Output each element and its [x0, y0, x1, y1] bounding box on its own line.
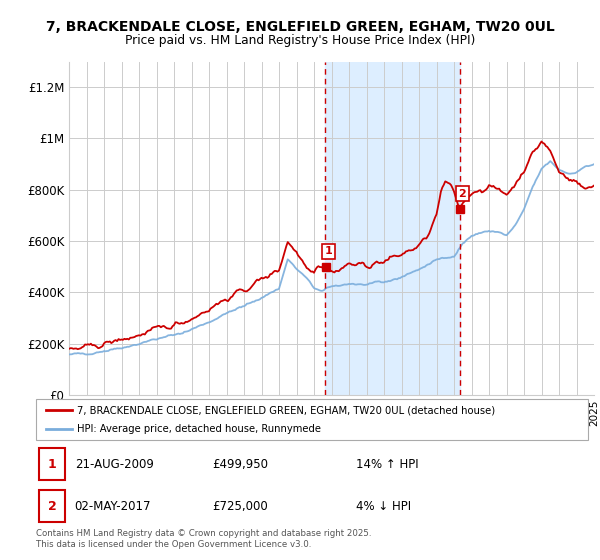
Text: 2: 2 [458, 189, 466, 199]
Text: 1: 1 [325, 246, 332, 256]
Text: 7, BRACKENDALE CLOSE, ENGLEFIELD GREEN, EGHAM, TW20 0UL: 7, BRACKENDALE CLOSE, ENGLEFIELD GREEN, … [46, 20, 554, 34]
Bar [325, 62, 460, 395]
Text: 14% ↑ HPI: 14% ↑ HPI [356, 458, 419, 471]
Text: 1: 1 [47, 458, 56, 471]
Text: 21-AUG-2009: 21-AUG-2009 [74, 458, 154, 471]
Bar [39, 448, 65, 480]
Text: 7, BRACKENDALE CLOSE, ENGLEFIELD GREEN, EGHAM, TW20 0UL (detached house): 7, BRACKENDALE CLOSE, ENGLEFIELD GREEN, … [77, 405, 496, 415]
Text: HPI: Average price, detached house, Runnymede: HPI: Average price, detached house, Runn… [77, 424, 322, 433]
Text: Price paid vs. HM Land Registry's House Price Index (HPI): Price paid vs. HM Land Registry's House … [125, 34, 475, 46]
Text: 02-MAY-2017: 02-MAY-2017 [74, 500, 151, 513]
Text: 4% ↓ HPI: 4% ↓ HPI [356, 500, 411, 513]
Text: 2: 2 [47, 500, 56, 513]
Bar [39, 490, 65, 522]
Text: £725,000: £725,000 [212, 500, 268, 513]
Text: £499,950: £499,950 [212, 458, 269, 471]
Text: Contains HM Land Registry data © Crown copyright and database right 2025.
This d: Contains HM Land Registry data © Crown c… [36, 529, 371, 549]
